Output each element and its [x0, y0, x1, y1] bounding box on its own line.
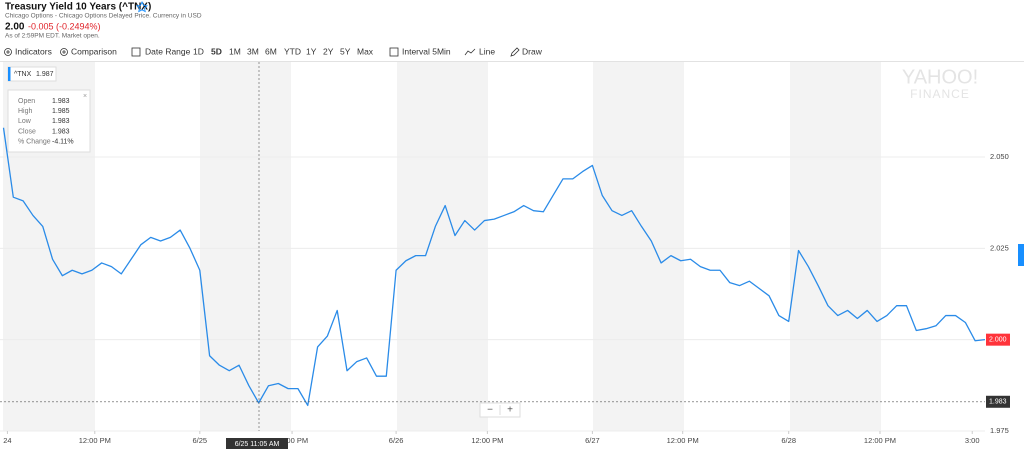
y-tick-label: 2.050 [990, 152, 1009, 161]
draw-button[interactable]: Draw [522, 46, 543, 56]
shade [397, 62, 488, 431]
ohlc-box [7, 89, 91, 153]
toolbar: Indicators Comparison Date Range Interva… [0, 46, 1024, 62]
watermark: YAHOO! [902, 66, 978, 88]
x-tick-label: 12:00 PM [276, 436, 308, 445]
range-button[interactable]: 5Y [340, 46, 351, 56]
ohlc-value: 1.983 [52, 128, 70, 135]
tooltip-value: 1.987 [36, 71, 54, 78]
price-line [2, 127, 986, 407]
price: 2.00 [5, 22, 25, 33]
x-tick-label: 6/26 [389, 436, 404, 445]
shade [200, 62, 291, 431]
date-range-button[interactable]: Date Range [145, 46, 191, 56]
range-button[interactable]: 1D [193, 46, 204, 56]
range-button[interactable]: 5D [211, 46, 222, 56]
indicators-button[interactable]: Indicators [15, 46, 52, 56]
ohlc-label: Close [18, 128, 36, 135]
crosshair-x-label: 6/25 11:05 AM [235, 441, 280, 448]
interval-button[interactable]: Interval 5Min [402, 46, 451, 56]
symbol-tag-bar [8, 67, 11, 81]
x-tick-label: 12:00 PM [667, 436, 699, 445]
line-button[interactable]: Line [479, 46, 495, 56]
shade [593, 62, 684, 431]
icon [62, 50, 66, 54]
day-shading [3, 62, 881, 431]
x-tick-label: 12:00 PM [471, 436, 503, 445]
range-button[interactable]: 1Y [306, 46, 317, 56]
watchlist-star[interactable] [135, 0, 149, 13]
tooltip-symbol: ^TNX [14, 71, 32, 78]
ohlc-value: 1.985 [52, 108, 70, 115]
crosshair-y-box [986, 395, 1010, 408]
close-icon[interactable]: × [83, 93, 87, 100]
x-tick-label: 12:00 PM [864, 436, 896, 445]
x-tick-label: 3:00 [965, 436, 980, 445]
as-of: As of 2:59PM EDT. Market open. [5, 33, 100, 40]
icon [6, 50, 10, 54]
zoom-in[interactable]: + [507, 405, 513, 416]
crosshair-x-box [226, 438, 288, 449]
icon [464, 48, 476, 56]
ohlc-label: High [18, 108, 33, 115]
ohlc-value: -4.11% [52, 139, 74, 146]
ohlc-label: Open [18, 98, 35, 105]
ohlc-value: 1.983 [52, 118, 70, 125]
range-button[interactable]: Max [357, 46, 374, 56]
price-change: -0.005 (-0.2494%) [28, 21, 101, 31]
zoom-control: − + [479, 402, 521, 418]
y-tick-label: 1.975 [990, 426, 1009, 435]
last-price-label: 2.000 [989, 337, 1007, 344]
icon [60, 48, 68, 56]
icon [131, 47, 141, 57]
watermark: FINANCE [910, 87, 970, 101]
range-button[interactable]: 6M [265, 46, 277, 56]
icon [510, 47, 520, 57]
range-button[interactable]: 3M [247, 46, 259, 56]
zoom-out[interactable]: − [487, 405, 493, 416]
side-tab[interactable] [1018, 244, 1024, 266]
x-tick-label: 24 [3, 436, 11, 445]
crosshair-y-label: 1.983 [989, 399, 1007, 406]
subtitle: Chicago Options - Chicago Options Delaye… [5, 13, 202, 20]
range-button[interactable]: 2Y [323, 46, 334, 56]
x-tick-label: 6/28 [781, 436, 796, 445]
last-price-box [986, 333, 1010, 346]
x-tick-label: 6/25 [192, 436, 207, 445]
range-button[interactable]: 1M [229, 46, 241, 56]
ohlc-label: % Change [18, 139, 51, 146]
x-tick-label: 6/27 [585, 436, 600, 445]
ohlc-label: Low [18, 118, 32, 125]
title: Treasury Yield 10 Years (^TNX) [5, 2, 151, 13]
x-tick-label: 12:00 PM [79, 436, 111, 445]
icon [389, 47, 399, 57]
comparison-button[interactable]: Comparison [71, 46, 117, 56]
icon [4, 48, 12, 56]
tooltip: ^TNX 1.987 × Open 1.983 High 1.985 Low 1.983 C… [7, 66, 91, 153]
range-button[interactable]: YTD [284, 46, 301, 56]
ohlc-value: 1.983 [52, 98, 70, 105]
y-tick-label: 2.025 [990, 243, 1009, 252]
shade [790, 62, 881, 431]
plot: 1.975 2.000 2.025 2.050 24 12:00 PM 6/25 12:00 … [0, 62, 1010, 449]
